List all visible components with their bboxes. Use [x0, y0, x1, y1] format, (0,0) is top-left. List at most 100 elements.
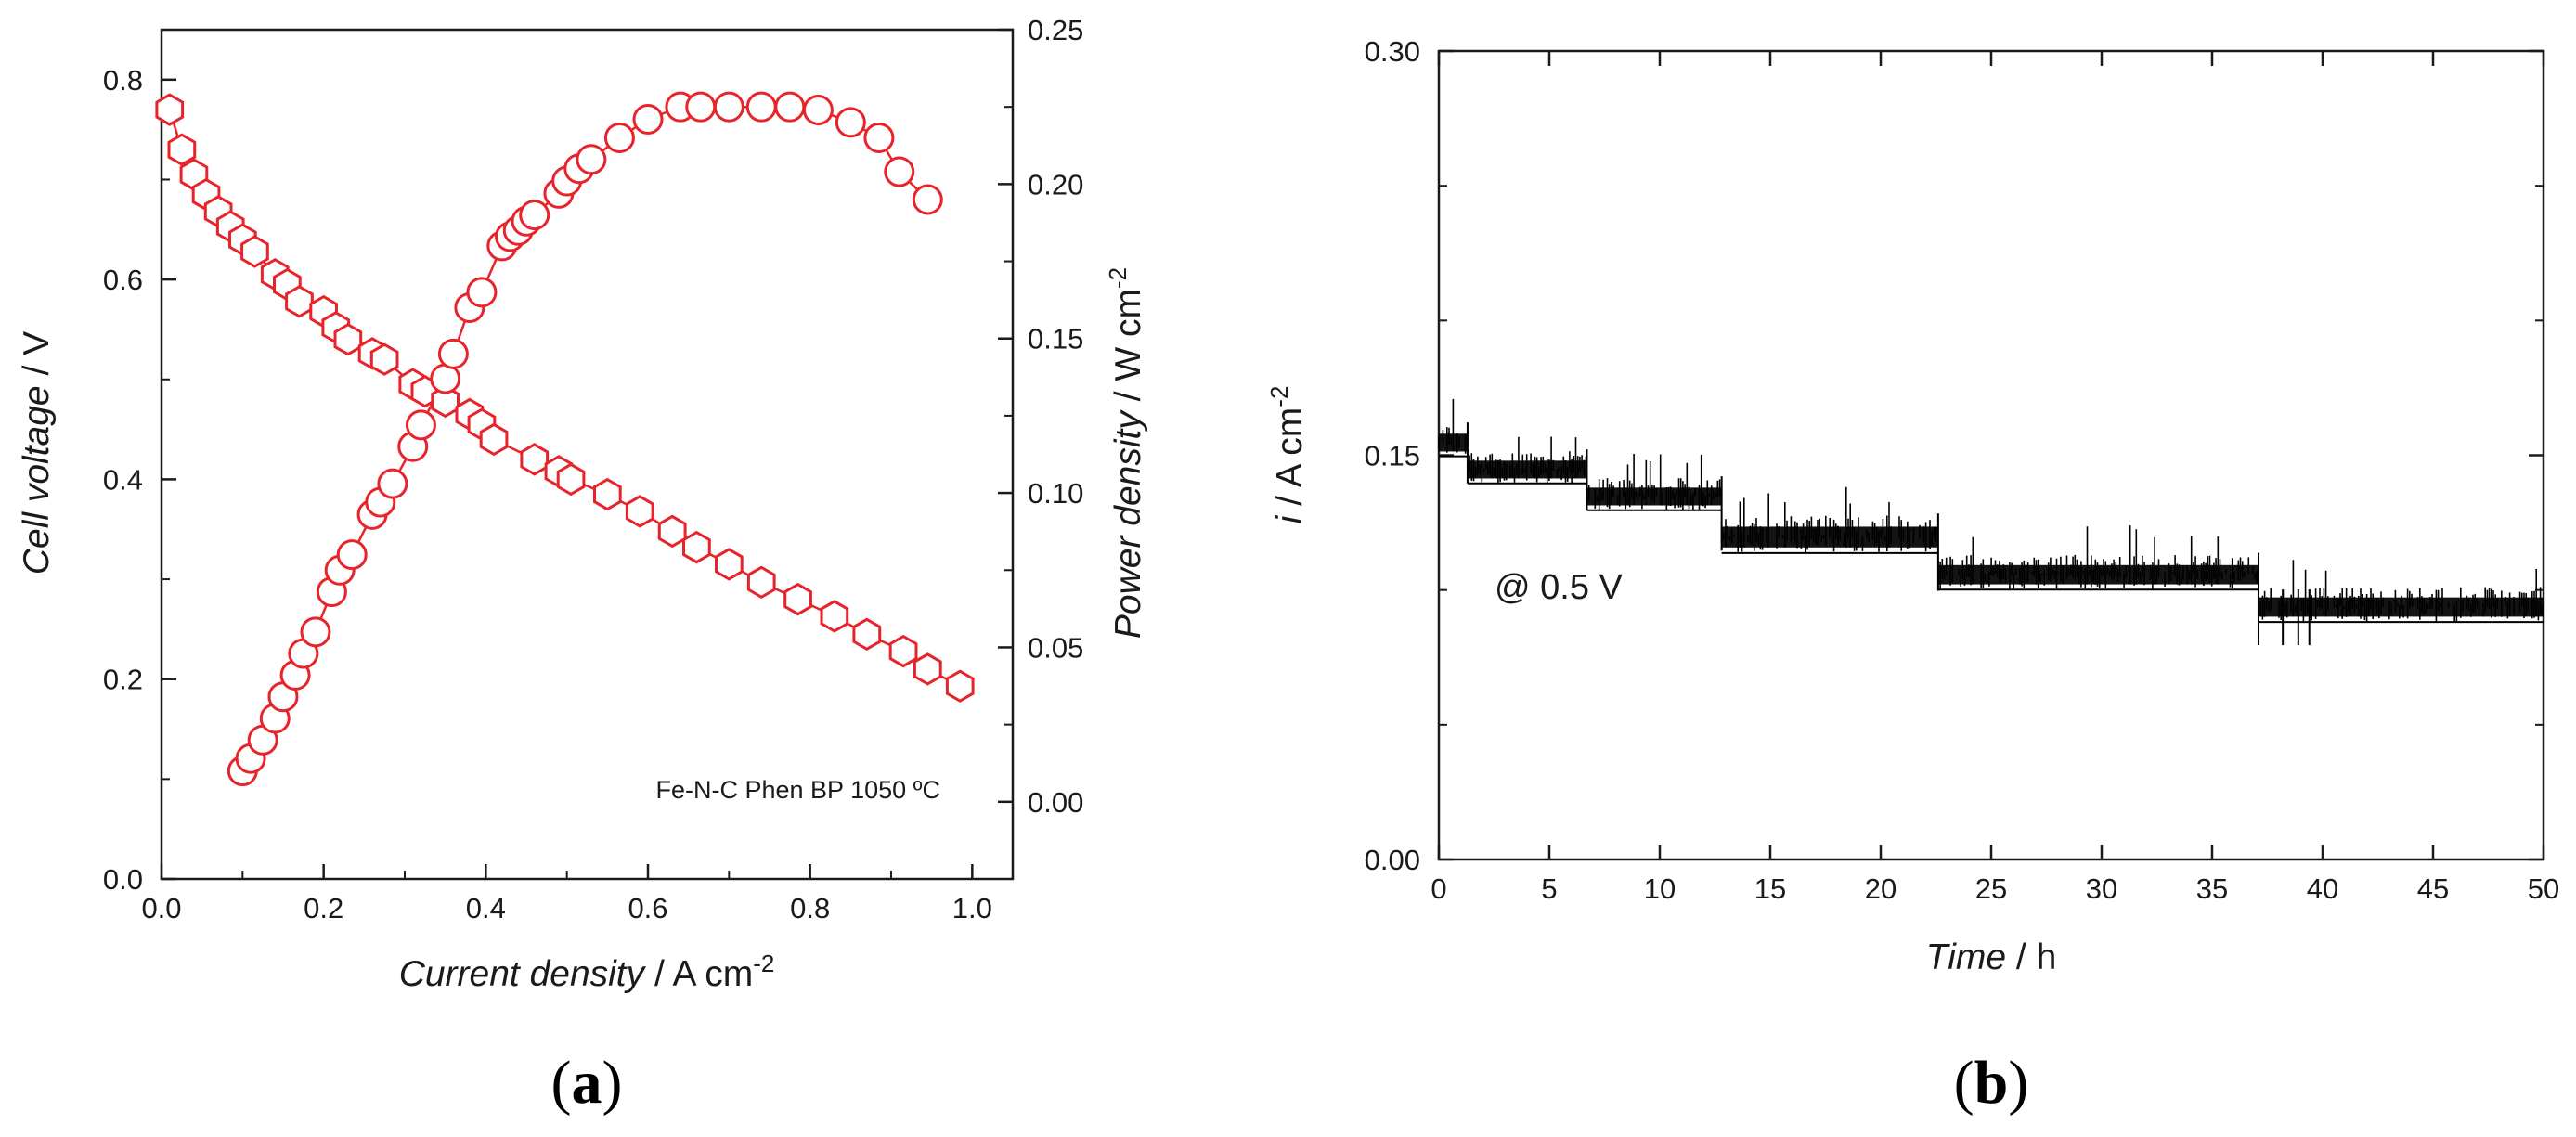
- panel-b-x-ticks: 0 5 10 15 20 25 30 35 40 45 50: [1430, 51, 2559, 905]
- panel-b-x-tick-label: 35: [2196, 872, 2228, 905]
- cell-voltage-point: [593, 477, 622, 511]
- panel-a-x-tick-label: 0.4: [466, 892, 506, 924]
- cell-voltage-point: [167, 133, 197, 166]
- panel-a-y-left-tick-label: 0.6: [103, 264, 143, 296]
- power-density-point: [745, 91, 777, 123]
- panel-a-y-right-tick-label: 0.10: [1028, 477, 1083, 510]
- panel-b-x-tick-label: 0: [1430, 872, 1446, 905]
- power-density-point: [774, 91, 806, 123]
- cell-voltage-point: [625, 495, 654, 528]
- cell-voltage-point: [820, 600, 849, 633]
- current-trace-band: [1586, 487, 1722, 506]
- cell-voltage-point: [155, 93, 185, 126]
- panel-a-x-tick-label: 0.6: [628, 892, 667, 924]
- current-trace-band: [1721, 526, 1938, 548]
- power-density-point: [632, 103, 664, 135]
- cell-voltage-point: [333, 322, 363, 356]
- panel-b-y-tick-label: 0.30: [1365, 35, 1420, 68]
- panel-a-plot-frame: [160, 28, 1015, 881]
- panel-a-y-axis-title-right: Power density / W cm-2: [1104, 267, 1148, 639]
- panel-a-markers: [155, 91, 975, 787]
- cell-voltage-point: [479, 422, 509, 457]
- panel-a-y-right-tick-label: 0.20: [1028, 168, 1083, 200]
- panel-b-x-tick-label: 25: [1975, 872, 2007, 905]
- cell-voltage-point: [888, 634, 918, 668]
- panel-a-y-left-tick-label: 0.0: [103, 863, 143, 896]
- panel-a-x-tick-label: 0.0: [141, 892, 181, 924]
- cell-voltage-point: [913, 652, 942, 686]
- power-density-point: [437, 338, 469, 369]
- cell-voltage-point: [746, 565, 776, 600]
- cell-voltage-point: [945, 669, 975, 703]
- panel-a-y-left-tick-label: 0.8: [103, 64, 143, 97]
- panel-b-x-tick-label: 10: [1644, 872, 1676, 905]
- panel-b-y-tick-label: 0.15: [1365, 440, 1420, 472]
- power-density-point: [466, 277, 498, 308]
- current-trace-band: [1937, 564, 2259, 585]
- panel-a-y-right-tick-label: 0.00: [1028, 786, 1083, 819]
- current-trace-band: [1467, 460, 1587, 479]
- panel-b-x-tick-label: 40: [2307, 872, 2338, 905]
- panel-a-x-tick-label: 0.8: [790, 892, 830, 924]
- cell-voltage-point: [431, 384, 460, 419]
- panel-b-x-tick-label: 15: [1754, 872, 1786, 905]
- power-density-point: [405, 409, 436, 441]
- power-density-point: [884, 156, 915, 187]
- cell-voltage-point: [783, 582, 812, 616]
- power-density-point: [912, 184, 943, 215]
- series-line-power-density: [241, 105, 929, 772]
- panel-b-y-tick-label: 0.00: [1365, 844, 1420, 876]
- power-density-point: [576, 144, 607, 175]
- cell-voltage-point: [520, 443, 550, 476]
- cell-voltage-point: [852, 617, 882, 652]
- power-density-point: [519, 200, 550, 231]
- panel-a-y-ticks-right: 0.00 0.05 0.10 0.15 0.20 0.25: [998, 14, 1083, 819]
- panel-a-x-tick-label: 0.2: [304, 892, 343, 924]
- panel-a-y-right-tick-label: 0.25: [1028, 14, 1083, 46]
- cell-voltage-point: [556, 462, 586, 497]
- panel-a-label: (a): [551, 1049, 623, 1117]
- panel-a-y-ticks-left: 0.0 0.2 0.4 0.6 0.8: [103, 64, 176, 896]
- power-density-point: [713, 91, 744, 123]
- panel-a-chart: 0.0 0.2 0.4 0.6 0.8 1.0 0.00.20.40.60.8 0.000…: [17, 14, 1148, 1117]
- panel-a-x-ticks: 0.0 0.2 0.4 0.6 0.8 1.0: [141, 864, 992, 924]
- power-density-point: [863, 122, 895, 153]
- panel-a-x-axis-title: Current density / A cm-2: [399, 950, 775, 994]
- panel-b-x-tick-label: 50: [2528, 872, 2559, 905]
- panel-b-x-tick-label: 30: [2086, 872, 2117, 905]
- power-density-point: [685, 91, 717, 123]
- panel-b-chart: 0 5 10 15 20 25 30 35 40 45 50 0.00 0.15 0.30 @ 0.5 …: [1265, 35, 2559, 1117]
- panel-a-y-left-tick-label: 0.4: [103, 463, 143, 496]
- panel-b-x-tick-label: 5: [1541, 872, 1557, 905]
- panel-a-y-left-tick-label: 0.2: [103, 664, 143, 696]
- panel-b-y-axis-title: i / A cm-2: [1265, 386, 1310, 524]
- panel-b-plot-frame: [1437, 49, 2545, 861]
- panel-a-y-axis-title-left: Cell voltage / V: [17, 331, 57, 575]
- panel-b-x-axis-title: Time / h: [1926, 937, 2057, 977]
- current-trace-band: [1439, 433, 1468, 452]
- cell-voltage-point: [657, 514, 687, 549]
- panel-b-y-ticks: 0.00 0.15 0.30: [1365, 35, 2544, 876]
- power-density-point: [377, 468, 408, 499]
- power-density-point: [802, 95, 834, 126]
- panel-b-x-tick-label: 45: [2417, 872, 2449, 905]
- cell-voltage-point: [369, 342, 399, 376]
- power-density-point: [300, 616, 331, 648]
- power-density-point: [835, 107, 866, 138]
- power-density-point: [336, 539, 368, 571]
- cell-voltage-point: [682, 530, 711, 564]
- panel-a-y-right-tick-label: 0.15: [1028, 323, 1083, 355]
- cell-voltage-point: [285, 285, 314, 318]
- cell-voltage-point: [240, 235, 269, 268]
- current-trace-band: [2258, 597, 2544, 617]
- panel-b-annotation: @ 0.5 V: [1495, 568, 1624, 607]
- panel-a-x-tick-label: 1.0: [952, 892, 992, 924]
- panel-a-y-right-tick-label: 0.05: [1028, 631, 1083, 664]
- power-density-point: [603, 122, 635, 153]
- cell-voltage-point: [715, 548, 744, 581]
- panel-a-annotation: Fe-N-C Phen BP 1050 ºC: [655, 776, 940, 804]
- panel-b-current-trace: [1438, 398, 2544, 646]
- panel-b-x-tick-label: 20: [1865, 872, 1896, 905]
- panel-b-label: (b): [1954, 1049, 2029, 1117]
